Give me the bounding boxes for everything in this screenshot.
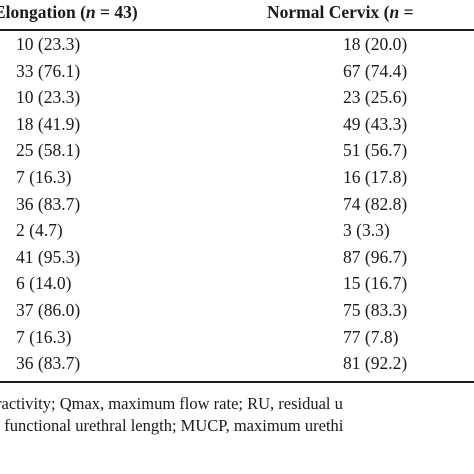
table-row: 25 (58.1) 51 (56.7)	[0, 140, 474, 167]
normal-cervix-cell: 18 (20.0)	[343, 34, 408, 54]
normal-cervix-cell: 74 (82.8)	[343, 193, 408, 214]
normal-cervix-cell: 67 (74.4)	[343, 60, 408, 81]
header-normal-cervix: Normal Cervix (n =	[267, 2, 414, 22]
table-header-row: Elongation (n = 43) Normal Cervix (n =	[0, 0, 474, 30]
elongation-cell: 36 (83.7)	[16, 193, 81, 214]
elongation-cell: 25 (58.1)	[16, 140, 81, 161]
footnote-line: . functional urethral length; MUCP, maxi…	[0, 416, 344, 435]
table-bottom-rule	[0, 381, 474, 383]
table-row: 36 (83.7) 81 (92.2)	[0, 353, 474, 380]
normal-cervix-cell: 75 (83.3)	[343, 299, 408, 320]
footnote-line: ractivity; Qmax, maximum flow rate; RU, …	[0, 394, 343, 413]
elongation-cell: 6 (14.0)	[16, 273, 72, 294]
table-row: 2 (4.7) 3 (3.3)	[0, 220, 474, 247]
table-row: 18 (41.9) 49 (43.3)	[0, 114, 474, 141]
table-row: 10 (23.3) 23 (25.6)	[0, 87, 474, 114]
elongation-cell: 10 (23.3)	[16, 87, 81, 108]
table-row: 33 (76.1) 67 (74.4)	[0, 61, 474, 88]
elongation-cell: 7 (16.3)	[16, 166, 72, 187]
table-row: 36 (83.7) 74 (82.8)	[0, 194, 474, 221]
normal-cervix-cell: 23 (25.6)	[343, 87, 408, 108]
normal-cervix-cell: 81 (92.2)	[343, 353, 408, 374]
normal-cervix-cell: 51 (56.7)	[343, 140, 408, 161]
elongation-cell: 2 (4.7)	[16, 220, 63, 241]
elongation-cell: 37 (86.0)	[16, 299, 81, 320]
normal-cervix-cell: 3 (3.3)	[343, 220, 390, 241]
normal-cervix-cell: 77 (7.8)	[343, 326, 399, 347]
elongation-cell: 33 (76.1)	[16, 60, 81, 81]
elongation-cell: 18 (41.9)	[16, 113, 81, 134]
header-divider	[0, 29, 474, 31]
elongation-cell: 36 (83.7)	[16, 353, 81, 374]
elongation-cell: 41 (95.3)	[16, 246, 81, 267]
table-body: 10 (23.3) 18 (20.0) 33 (76.1) 67 (74.4) …	[0, 34, 474, 380]
table-row: 37 (86.0) 75 (83.3)	[0, 300, 474, 327]
normal-cervix-cell: 87 (96.7)	[343, 246, 408, 267]
table-row: 41 (95.3) 87 (96.7)	[0, 247, 474, 274]
elongation-cell: 7 (16.3)	[16, 326, 72, 347]
table-row: 10 (23.3) 18 (20.0)	[0, 34, 474, 61]
elongation-cell: 10 (23.3)	[16, 34, 81, 54]
table-row: 7 (16.3) 16 (17.8)	[0, 167, 474, 194]
table-row: 7 (16.3) 77 (7.8)	[0, 327, 474, 354]
header-elongation: Elongation (n = 43)	[0, 2, 138, 22]
normal-cervix-cell: 16 (17.8)	[343, 166, 408, 187]
normal-cervix-cell: 49 (43.3)	[343, 113, 408, 134]
normal-cervix-cell: 15 (16.7)	[343, 273, 408, 294]
table-row: 6 (14.0) 15 (16.7)	[0, 273, 474, 300]
